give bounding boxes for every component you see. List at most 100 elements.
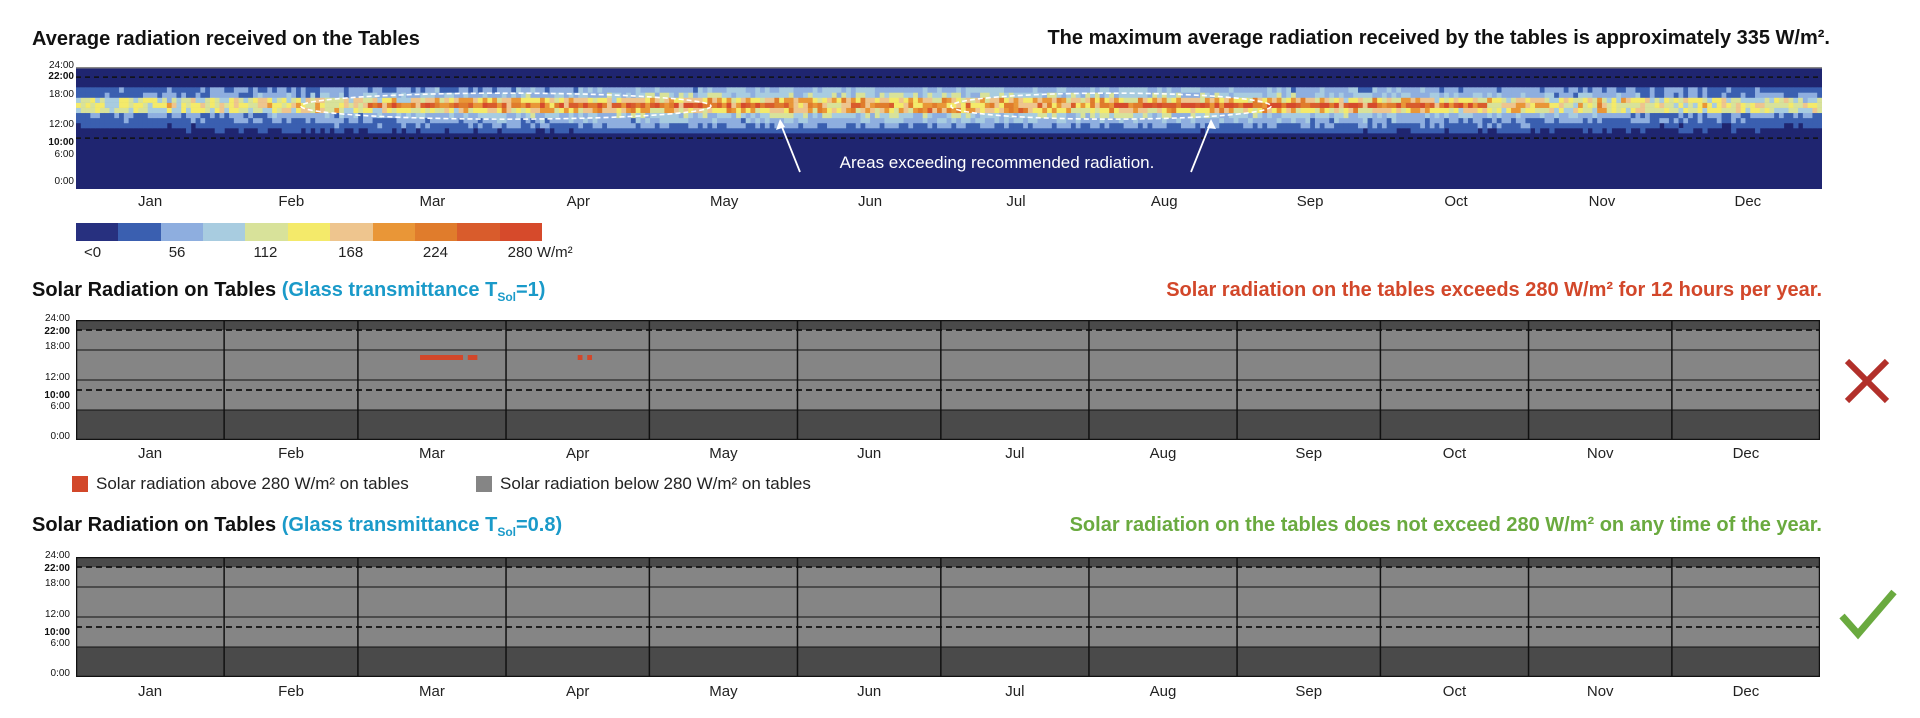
heat-cell bbox=[1707, 117, 1713, 124]
heat-cell bbox=[1812, 112, 1818, 119]
heat-cell bbox=[568, 97, 574, 103]
heat-cell bbox=[109, 112, 115, 119]
heat-cell bbox=[889, 102, 895, 108]
heat-cell bbox=[171, 102, 177, 108]
heat-cell bbox=[166, 97, 173, 103]
heat-cell bbox=[286, 102, 292, 108]
heat-cell bbox=[1377, 122, 1383, 129]
heat-cell bbox=[1549, 112, 1555, 119]
ytick-22: 22:00 bbox=[48, 71, 74, 82]
heat-cell bbox=[1238, 87, 1244, 93]
heat-cell bbox=[941, 97, 947, 103]
heat-cell bbox=[1764, 112, 1770, 119]
heat-cell bbox=[721, 107, 727, 114]
heat-cell bbox=[559, 117, 565, 124]
heat-cell bbox=[1491, 122, 1498, 129]
heat-cell bbox=[1080, 107, 1086, 114]
heat-cell bbox=[291, 87, 297, 93]
heat-cell bbox=[147, 117, 153, 124]
heat-cell bbox=[1429, 128, 1435, 134]
heat-cell bbox=[1420, 92, 1426, 98]
heat-cell bbox=[458, 102, 464, 108]
heat-cell bbox=[760, 87, 766, 93]
legend-swatch-below bbox=[476, 476, 492, 492]
month-label: Jan bbox=[137, 445, 163, 462]
heat-cell bbox=[1472, 122, 1478, 129]
heat-cell bbox=[583, 117, 589, 124]
heat-cell bbox=[1142, 122, 1148, 129]
heat-cell bbox=[453, 87, 460, 93]
heat-cell bbox=[458, 97, 464, 103]
heat-cell bbox=[1410, 128, 1416, 134]
heat-cell bbox=[827, 107, 833, 114]
heat-cell bbox=[468, 128, 474, 134]
heat-cell bbox=[1090, 128, 1096, 134]
heat-cell bbox=[1032, 122, 1038, 129]
heat-cell bbox=[736, 107, 742, 114]
heat-cell bbox=[1372, 107, 1378, 114]
arrow-right-head bbox=[1207, 119, 1216, 129]
heat-cell bbox=[1477, 87, 1483, 93]
heat-cell bbox=[1482, 122, 1488, 129]
heat-cell bbox=[1635, 112, 1641, 119]
heat-cell bbox=[1401, 117, 1407, 124]
heat-cell bbox=[1482, 97, 1488, 103]
heat-cell bbox=[1176, 97, 1182, 103]
heat-cell bbox=[740, 102, 747, 108]
heat-cell bbox=[1300, 122, 1306, 129]
heat-cell bbox=[1592, 112, 1598, 119]
heat-cell bbox=[520, 92, 527, 98]
heat-cell bbox=[334, 117, 340, 124]
heat-cell bbox=[1472, 107, 1478, 114]
heat-cell bbox=[903, 117, 909, 124]
heat-cell bbox=[391, 102, 397, 108]
heat-cell bbox=[1104, 92, 1110, 98]
heat-cell bbox=[1348, 87, 1354, 93]
heat-cell bbox=[334, 102, 340, 108]
heat-cell bbox=[1764, 87, 1770, 93]
month-label: Nov bbox=[1588, 193, 1616, 210]
heat-cell bbox=[238, 117, 244, 124]
heat-cell bbox=[726, 102, 732, 108]
heat-cell bbox=[1415, 87, 1421, 93]
heat-cell bbox=[186, 107, 192, 114]
heat-cell bbox=[587, 97, 594, 103]
heat-cell bbox=[664, 97, 670, 103]
heat-cell bbox=[391, 117, 397, 124]
heat-cell bbox=[1673, 107, 1679, 114]
heat-cell bbox=[367, 128, 373, 134]
heat-cell bbox=[1109, 97, 1115, 103]
heat-cell bbox=[1755, 107, 1761, 114]
heat-cell bbox=[1109, 102, 1115, 108]
heat-cell bbox=[1353, 107, 1359, 114]
heat-cell bbox=[578, 112, 584, 119]
heat-cell bbox=[721, 92, 727, 98]
heat-cell bbox=[272, 117, 278, 124]
heat-cell bbox=[1630, 112, 1636, 119]
heat-cell bbox=[903, 97, 909, 103]
heat-cell bbox=[1463, 128, 1469, 134]
heat-cell bbox=[645, 87, 651, 93]
heat-cell bbox=[401, 87, 407, 93]
heat-cell bbox=[980, 87, 986, 93]
heat-cell bbox=[554, 112, 560, 119]
heat-cell bbox=[999, 117, 1005, 124]
heat-cell bbox=[573, 128, 579, 134]
heat-cell bbox=[1090, 112, 1096, 119]
heat-cell bbox=[147, 102, 153, 108]
heat-cell bbox=[1788, 102, 1794, 108]
heat-cell bbox=[1214, 112, 1220, 119]
heat-cell bbox=[276, 117, 283, 124]
heat-cell bbox=[841, 92, 847, 98]
heat-cell bbox=[425, 87, 431, 93]
heat-cell bbox=[76, 112, 82, 119]
heat-cell bbox=[1377, 128, 1383, 134]
heat-cell bbox=[1520, 128, 1526, 134]
heat-cell bbox=[1357, 92, 1364, 98]
heat-cell bbox=[128, 87, 134, 93]
heat-cell bbox=[209, 117, 216, 124]
heat-cell bbox=[1334, 87, 1340, 93]
heat-cell bbox=[640, 107, 646, 114]
heat-cell bbox=[1635, 97, 1641, 103]
heat-cell bbox=[798, 117, 804, 124]
